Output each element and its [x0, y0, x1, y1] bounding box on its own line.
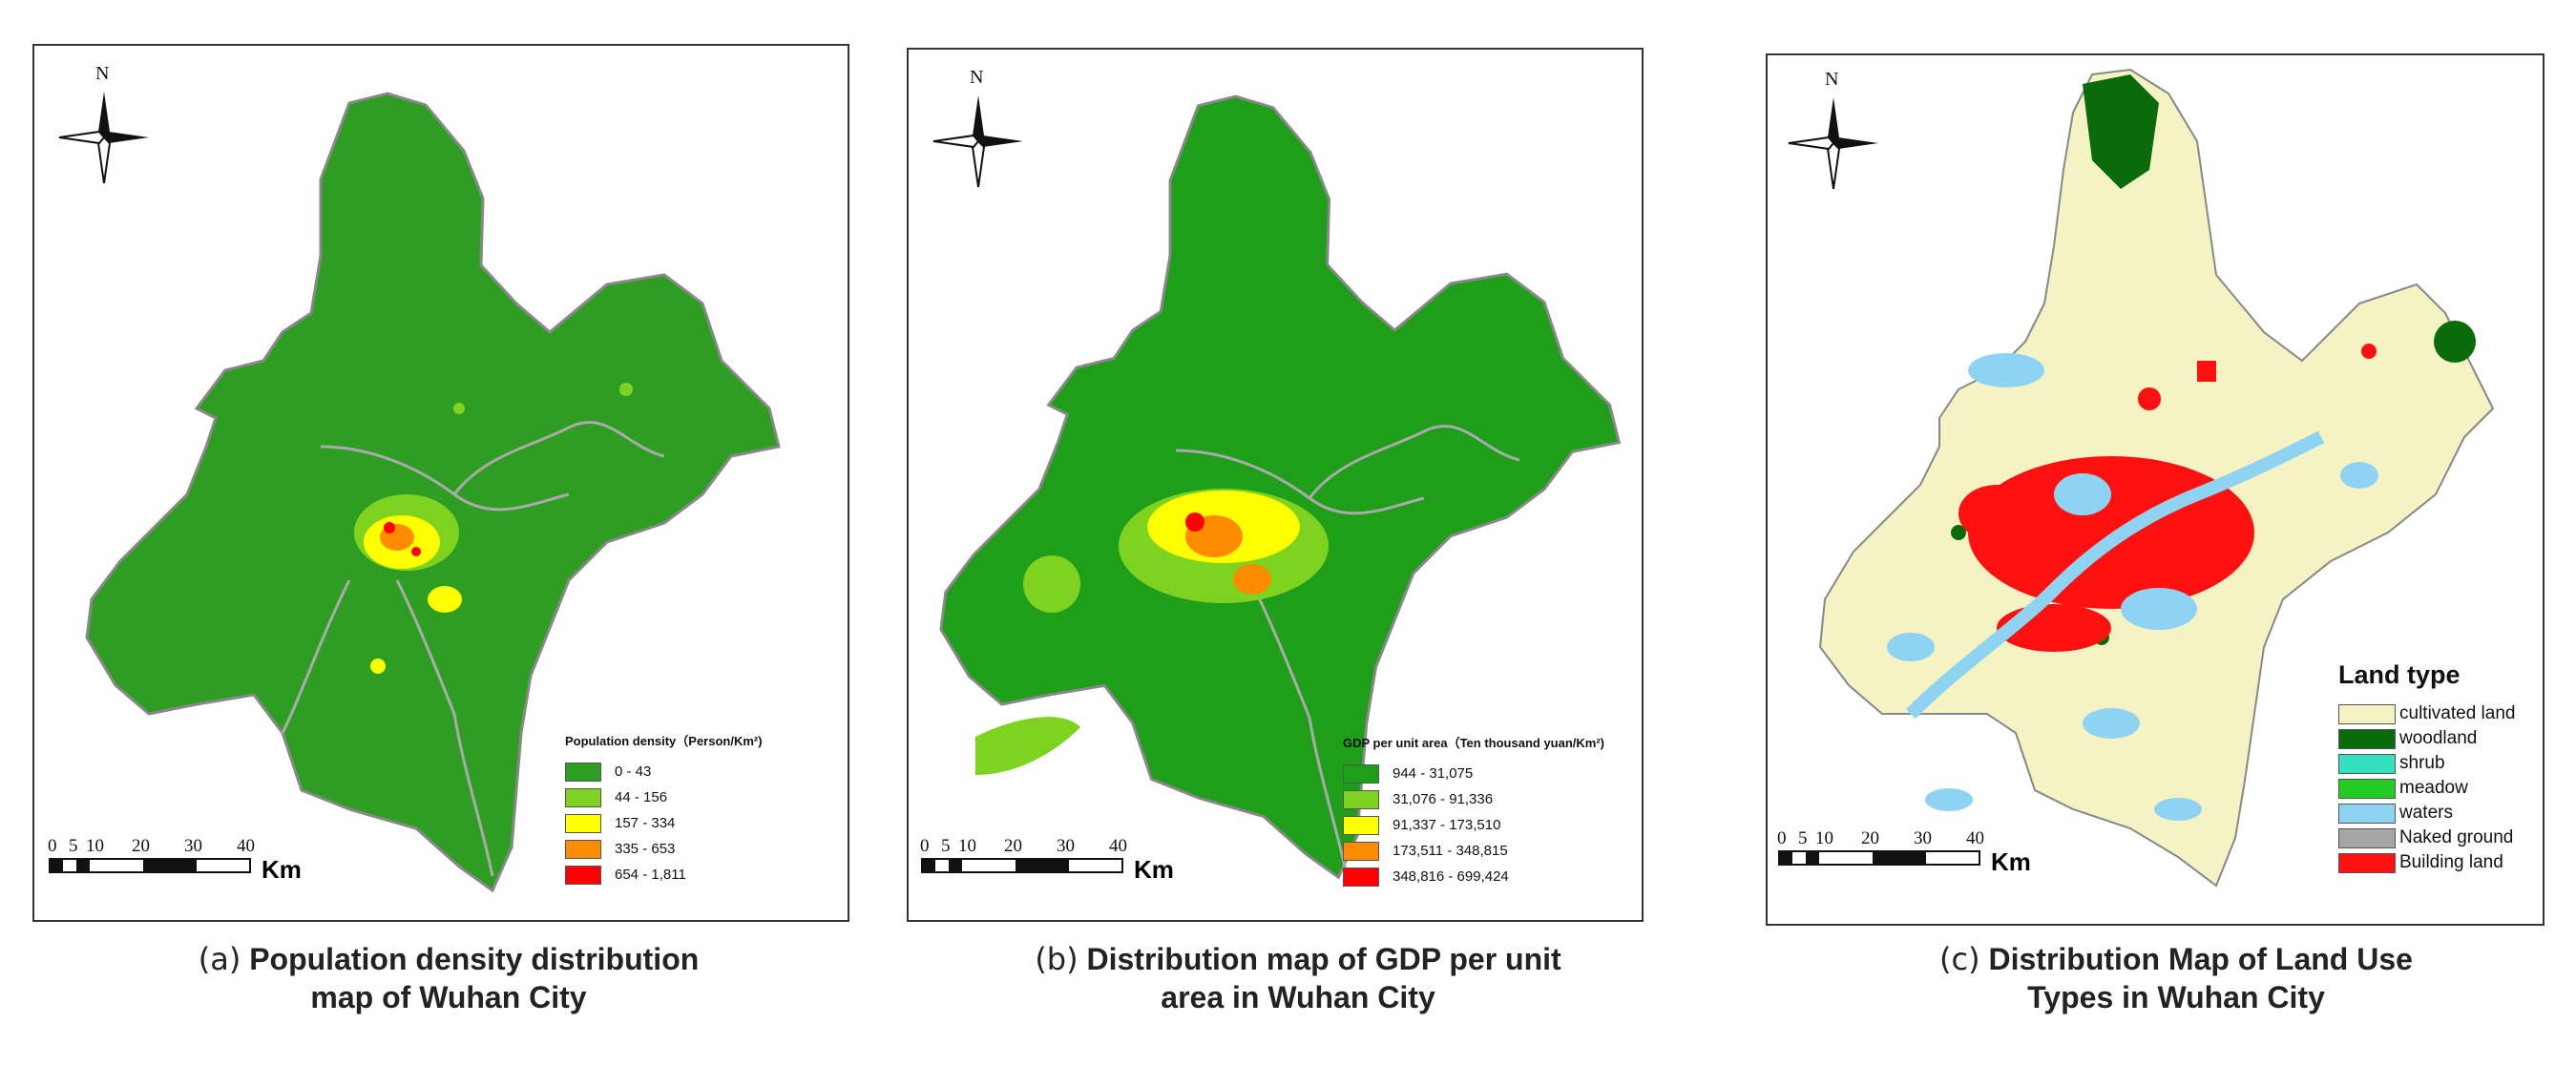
legend-land-type: Land type cultivated land woodland shrub…: [2338, 660, 2515, 875]
north-arrow-a: N: [52, 63, 157, 187]
legend-gdp: GDP per unit area（Ten thousand yuan/Km²)…: [1343, 733, 1604, 889]
legend-item: 173,511 - 348,815: [1343, 838, 1604, 864]
legend-item: 348,816 - 699,424: [1343, 864, 1604, 889]
legend-swatch: [2338, 803, 2396, 824]
water-bodies: [1887, 353, 2378, 821]
scale-bar-graphic: [1778, 850, 1980, 866]
legend-item: Building land: [2338, 850, 2515, 875]
scale-bar-c: 0 5 10 20 30 40 Km: [1777, 828, 2031, 876]
legend-swatch: [2338, 753, 2396, 774]
legend-item: 335 - 653: [565, 836, 763, 862]
legend-swatch: [1343, 789, 1379, 809]
legend-swatch: [2338, 852, 2396, 873]
legend-swatch: [565, 813, 601, 833]
legend-item: woodland: [2338, 726, 2515, 751]
legend-swatch: [2338, 703, 2396, 724]
density-hotspots: [354, 383, 633, 674]
map-panel-population-density: N 0 5 10 20 30 40 Km Population density（…: [32, 44, 849, 922]
scale-bar-a: 0 5 10 20 30 40 Km: [48, 836, 302, 884]
population-density-map: [85, 92, 781, 892]
scale-bar-b: 0 5 10 20 30 40 Km: [920, 836, 1174, 884]
scale-bar-graphic: [49, 858, 251, 873]
legend-item: 31,076 - 91,336: [1343, 786, 1604, 812]
legend-population-density: Population density（Person/Km²) 0 - 43 44…: [565, 731, 763, 888]
legend-swatch: [1343, 867, 1379, 887]
legend-item: 44 - 156: [565, 784, 763, 810]
north-arrow-c: N: [1781, 69, 1886, 193]
scale-bar-graphic: [921, 858, 1123, 873]
woodland-areas: [1951, 74, 2476, 645]
map-panel-land-use: N 0 5 10 20 30 40 Km Land type cultivate…: [1766, 53, 2545, 926]
legend-swatch: [1343, 763, 1379, 784]
legend-item: meadow: [2338, 776, 2515, 801]
caption-b: (b) Distribution map of GDP per unit are…: [1035, 941, 1561, 1014]
land-use-map: [1818, 68, 2495, 888]
legend-item: 0 - 43: [565, 759, 763, 784]
legend-swatch: [1343, 841, 1379, 861]
legend-swatch: [2338, 728, 2396, 749]
legend-swatch: [1343, 815, 1379, 835]
caption-a: (a) Population density distribution map …: [198, 941, 700, 1014]
compass-icon: [932, 95, 1023, 188]
compass-icon: [1788, 97, 1878, 190]
gdp-hotspots: [975, 489, 1329, 775]
legend-item: cultivated land: [2338, 701, 2515, 726]
gdp-map: [939, 94, 1621, 881]
legend-swatch: [565, 839, 601, 859]
legend-swatch: [565, 762, 601, 782]
caption-c: (c) Distribution Map of Land Use Types i…: [1939, 941, 2413, 1014]
legend-item: 944 - 31,075: [1343, 761, 1604, 786]
legend-item: 91,337 - 173,510: [1343, 812, 1604, 838]
legend-item: Naked ground: [2338, 826, 2515, 850]
legend-swatch: [2338, 827, 2396, 848]
legend-item: 654 - 1,811: [565, 862, 763, 888]
compass-icon: [58, 92, 149, 184]
legend-swatch: [565, 787, 601, 807]
legend-item: 157 - 334: [565, 810, 763, 836]
legend-swatch: [565, 865, 601, 885]
legend-item: waters: [2338, 801, 2515, 826]
legend-swatch: [2338, 778, 2396, 799]
legend-item: shrub: [2338, 751, 2515, 776]
map-panel-gdp: N 0 5 10 20 30 40 Km GDP per unit area（T…: [907, 48, 1644, 922]
north-arrow-b: N: [926, 67, 1031, 191]
